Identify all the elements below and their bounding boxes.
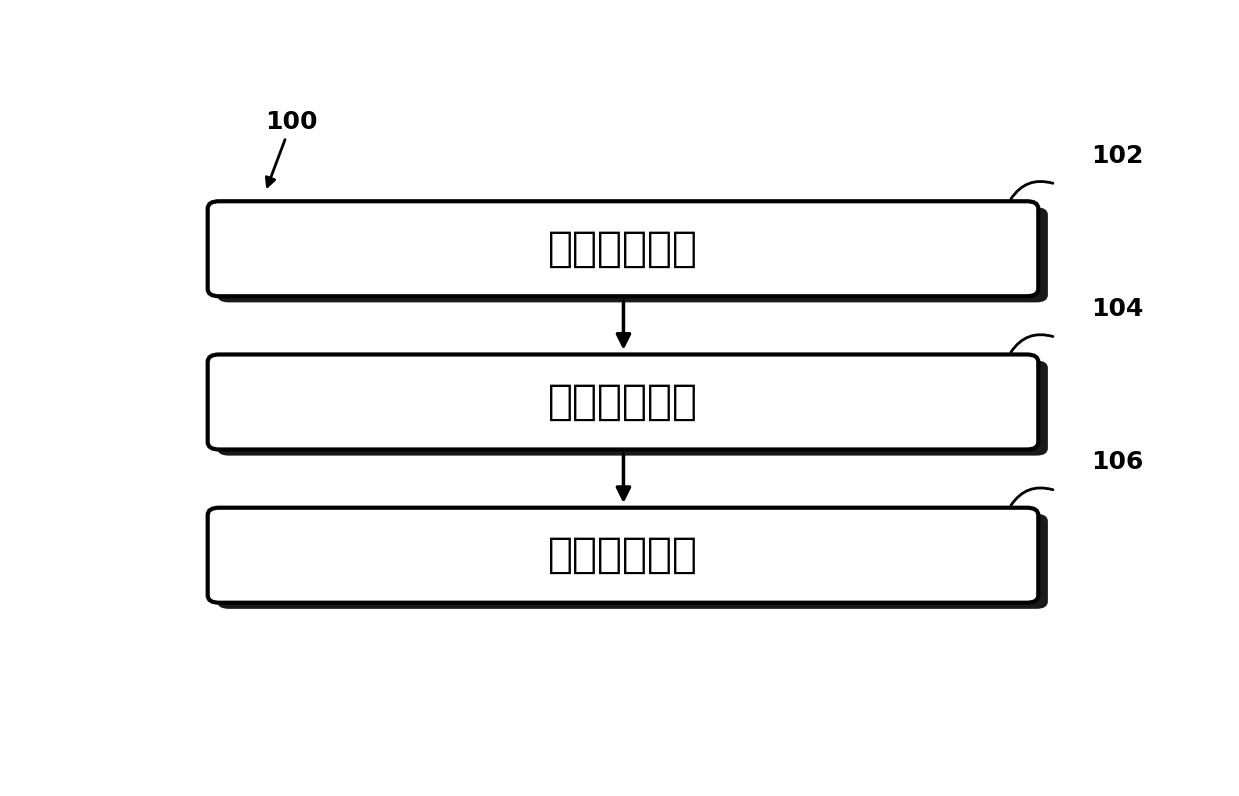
FancyBboxPatch shape: [208, 354, 1038, 450]
Text: 100: 100: [265, 110, 317, 186]
FancyBboxPatch shape: [217, 208, 1048, 302]
Text: 质谱测试步骤: 质谱测试步骤: [548, 534, 698, 576]
FancyBboxPatch shape: [208, 508, 1038, 603]
Text: 样品溶解步骤: 样品溶解步骤: [548, 228, 698, 270]
FancyBboxPatch shape: [208, 201, 1038, 296]
FancyBboxPatch shape: [217, 361, 1048, 455]
FancyBboxPatch shape: [217, 514, 1048, 609]
Text: 106: 106: [1092, 450, 1144, 474]
Text: 102: 102: [1092, 143, 1144, 167]
Text: 化学分离步骤: 化学分离步骤: [548, 381, 698, 423]
Text: 104: 104: [1092, 297, 1144, 321]
